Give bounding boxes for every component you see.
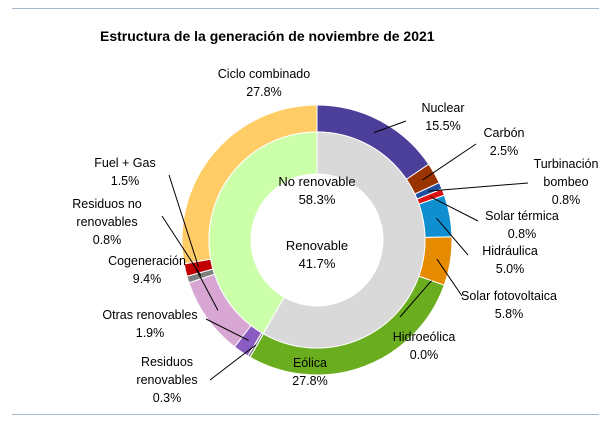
outer-fuel-gas-label: Fuel + Gas 1.5% (94, 156, 156, 188)
outer-residuos-renovables-label: Residuos renovables 0.3% (136, 355, 197, 405)
outer-otras-renovables-label: Otras renovables 1.9% (102, 308, 197, 340)
inner-renovable-label: Renovable 41.7% (286, 238, 348, 271)
outer-solar-fotovoltaica-leader-line (436, 258, 463, 297)
outer-hidraulica-label: Hidráulica 5.0% (482, 244, 538, 276)
outer-solar-termica-leader-line (430, 196, 479, 222)
outer-solar-fotovoltaica-label: Solar fotovoltaica 5.8% (461, 289, 557, 321)
outer-nuclear-label: Nuclear 15.5% (421, 101, 464, 133)
inner-ring (208, 131, 426, 349)
outer-eolica-label: Eólica 27.8% (292, 356, 327, 388)
chart-title: Estructura de la generación de noviembre… (100, 28, 435, 44)
leader-lines (161, 120, 529, 381)
top-rule (12, 8, 599, 9)
outer-cogeneracion-leader-line (195, 268, 219, 311)
outer-nuclear-leader-line (373, 120, 407, 134)
slice-labels: Nuclear 15.5% Carbón 2.5% Turbinación bombeo 0… (72, 67, 598, 405)
outer-ciclo-combinado-label: Ciclo combinado 27.8% (218, 67, 310, 99)
outer-carbon-label: Carbón 2.5% (484, 126, 525, 158)
inner-no-renovable-label: No renovable 58.3% (278, 174, 355, 207)
inner-slice-no-renovable (262, 131, 426, 349)
outer-turbinacion-bombeo-label: Turbinación bombeo 0.8% (534, 157, 599, 207)
outer-turbinacion-bombeo-leader-line (428, 182, 529, 192)
outer-otras-renovables-leader-line (205, 318, 249, 341)
outer-hidraulica-leader-line (436, 217, 469, 256)
outer-carbon-leader-line (422, 143, 477, 181)
bottom-rule (12, 414, 599, 415)
outer-solar-termica-label: Solar térmica 0.8% (485, 209, 559, 241)
outer-hidroeolica-label: Hidroeólica 0.0% (393, 330, 456, 362)
outer-residuos-renovables-leader-line (209, 344, 257, 381)
outer-residuos-no-renovables-label: Residuos no renovables 0.8% (72, 197, 142, 247)
outer-cogeneracion-label: Cogeneración 9.4% (108, 254, 186, 286)
outer-fuel-gas-leader-line (168, 174, 200, 268)
inner-slice-renovable (208, 131, 318, 335)
outer-residuos-no-renovables-leader-line (161, 215, 202, 276)
outer-hidroeolica-leader-line (399, 280, 432, 318)
